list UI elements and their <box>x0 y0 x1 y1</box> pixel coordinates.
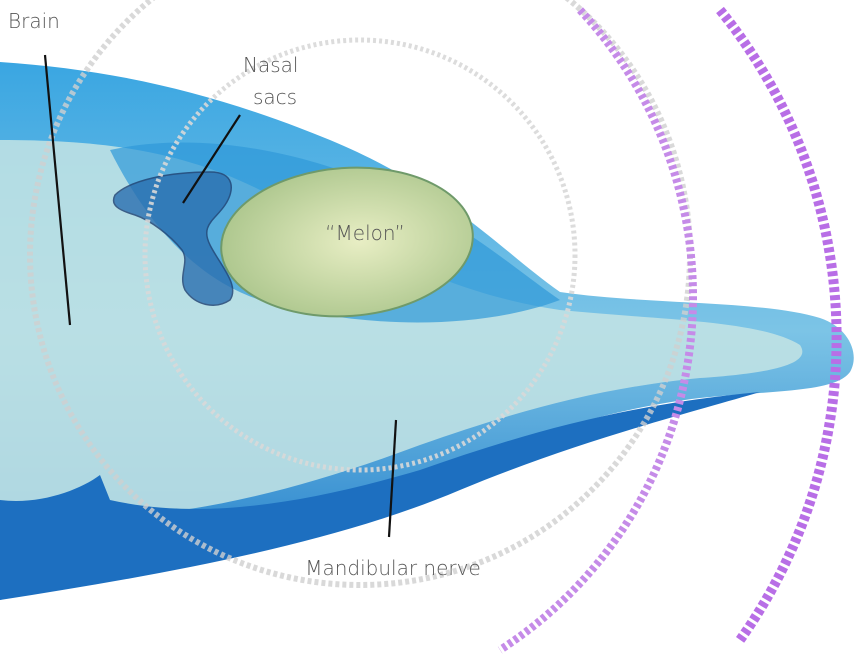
nasal-pointer <box>182 114 241 204</box>
nerve-label: Mandibular nerve <box>305 556 481 580</box>
melon-label: “Melon” <box>325 221 405 245</box>
sound-ring-purple <box>497 7 697 654</box>
sound-ring-purple <box>716 6 842 643</box>
lower-dark <box>0 392 760 600</box>
brain-pointer <box>43 54 72 326</box>
nasal-label: sacs <box>253 85 297 109</box>
melon <box>220 166 474 318</box>
nasal-label: Nasal <box>243 53 298 77</box>
brain-label: Brain <box>8 9 60 33</box>
nasal-sacs <box>112 171 234 306</box>
sound-ring <box>142 37 578 473</box>
nerve-pointer <box>387 419 398 538</box>
